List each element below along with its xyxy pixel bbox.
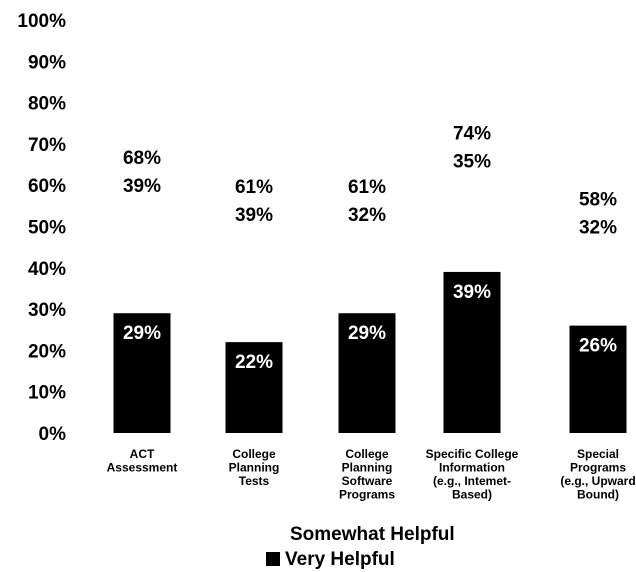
- y-tick-label: 40%: [28, 259, 66, 280]
- legend-label-somewhat-helpful: Somewhat Helpful: [290, 524, 455, 545]
- x-category-label-line: Software: [342, 474, 393, 488]
- y-tick-label: 70%: [28, 135, 66, 156]
- x-category-label-line: College: [232, 447, 276, 461]
- x-category-label: College Planning Software Programs: [339, 447, 395, 502]
- x-category-label-line: Assessment: [107, 461, 178, 475]
- bar-very-helpful: [113, 313, 171, 433]
- bar-value-label-very-helpful: 29%: [348, 323, 386, 344]
- x-category-label-line: (e.g., Intemet-: [433, 474, 511, 488]
- total-value-label: 68%: [123, 148, 161, 169]
- total-value-label: 61%: [348, 177, 386, 198]
- y-tick-label: 10%: [28, 383, 66, 404]
- bar-value-label-very-helpful: 22%: [235, 352, 273, 373]
- bar-very-helpful: [338, 313, 396, 433]
- y-tick-label: 80%: [28, 94, 66, 115]
- y-tick-label: 0%: [39, 424, 67, 445]
- x-category-label-line: Based): [452, 488, 492, 502]
- x-category-label-line: (e.g., Upward: [560, 474, 635, 488]
- legend-item-very-helpful: Very Helpful: [266, 547, 455, 572]
- bar-value-label-very-helpful: 29%: [123, 323, 161, 344]
- legend: Somewhat Helpful Very Helpful: [266, 522, 455, 572]
- x-category-label: Special Programs (e.g., Upward Bound): [560, 447, 635, 502]
- somewhat-helpful-value-label: 39%: [235, 205, 273, 226]
- bar-very-helpful: [443, 271, 501, 433]
- somewhat-helpful-value-label: 32%: [348, 205, 386, 226]
- bar-value-label-very-helpful: 26%: [579, 336, 617, 357]
- x-category-label-line: Programs: [570, 461, 626, 475]
- y-tick-label: 30%: [28, 300, 66, 321]
- x-category-label: ACT Assessment: [107, 447, 178, 475]
- y-axis: 0% 10% 20% 30% 40% 50% 60% 70% 80% 90% 100%: [17, 11, 66, 445]
- total-value-label: 74%: [453, 123, 491, 144]
- total-value-label: 58%: [579, 189, 617, 210]
- y-tick-label: 50%: [28, 218, 66, 239]
- x-category-label-line: ACT: [130, 447, 155, 461]
- x-category-label-line: Tests: [239, 474, 270, 488]
- legend-swatch-very-helpful: [266, 552, 280, 566]
- x-category-label-line: College: [345, 447, 389, 461]
- x-category-label-line: Specific College: [426, 447, 519, 461]
- x-category-label-line: Bound): [577, 488, 619, 502]
- y-tick-label: 90%: [28, 52, 66, 73]
- x-category-label: College Planning Tests: [229, 447, 280, 488]
- x-category-label-line: Planning: [229, 461, 280, 475]
- legend-label-very-helpful: Very Helpful: [285, 549, 395, 570]
- bar-chart: 0% 10% 20% 30% 40% 50% 60% 70% 80% 90% 100% 29% 68%…: [17, 11, 636, 502]
- y-tick-label: 100%: [17, 11, 66, 32]
- y-tick-label: 20%: [28, 341, 66, 362]
- somewhat-helpful-value-label: 32%: [579, 217, 617, 238]
- x-category-label-line: Special: [577, 447, 619, 461]
- x-category-label: Specific College Information (e.g., Inteme…: [426, 447, 519, 502]
- x-category-label-line: Planning: [342, 461, 393, 475]
- bar-very-helpful: [569, 325, 627, 433]
- somewhat-helpful-value-label: 39%: [123, 176, 161, 197]
- bar-value-label-very-helpful: 39%: [453, 282, 491, 303]
- legend-item-somewhat-helpful: Somewhat Helpful: [290, 522, 455, 547]
- total-value-label: 61%: [235, 177, 273, 198]
- bars: 29% 68% 39% 22% 61% 39% 29% 61% 32% 39% 74% 35% 26% 5…: [113, 123, 627, 433]
- x-category-label-line: Information: [439, 461, 505, 475]
- x-category-label-line: Programs: [339, 488, 395, 502]
- bar-very-helpful: [225, 342, 283, 433]
- somewhat-helpful-value-label: 35%: [453, 151, 491, 172]
- y-tick-label: 60%: [28, 176, 66, 197]
